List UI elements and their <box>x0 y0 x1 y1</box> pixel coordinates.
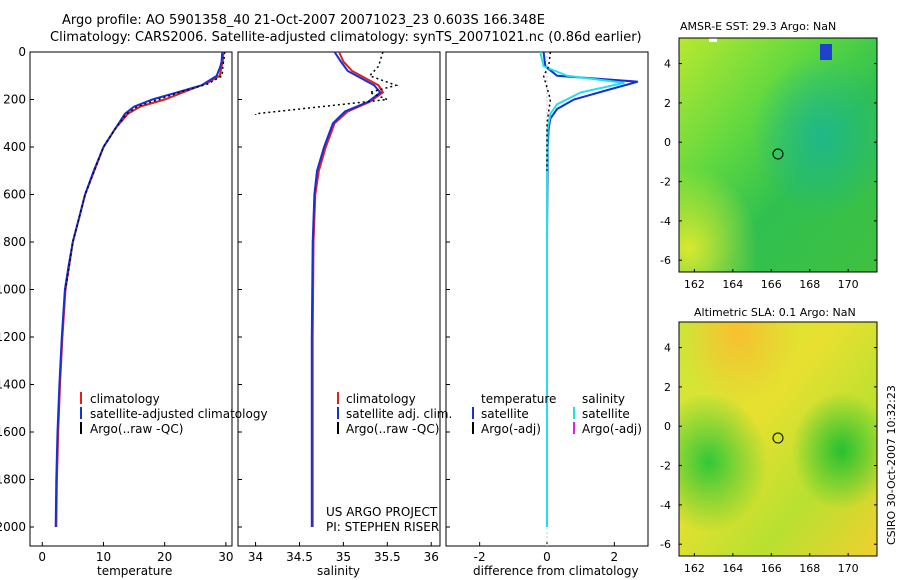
x-tick-label: 20 <box>157 550 172 564</box>
map-y-tick-label: 4 <box>664 342 671 355</box>
x-tick-label: 10 <box>96 550 111 564</box>
map-x-tick-label: 164 <box>722 562 743 575</box>
legend-header-temperature: temperature <box>481 392 556 406</box>
map-y-tick-label: -4 <box>660 499 671 512</box>
sla-map <box>678 321 878 557</box>
legend-label-argo: Argo(..raw -QC) <box>346 422 439 436</box>
y-tick-label: 1400 <box>0 378 26 392</box>
map-y-tick-label: 2 <box>664 97 671 110</box>
legend-label-sat: satellite adj. clim. <box>346 407 452 421</box>
temperature-xlabel: temperature <box>97 564 172 578</box>
x-tick-label: -2 <box>474 550 486 564</box>
salinity-xlabel: salinity <box>317 564 360 578</box>
temperature-legend: climatology satellite-adjusted climatolo… <box>80 392 268 436</box>
map-y-tick-label: -4 <box>660 215 671 228</box>
x-tick-label: 34.5 <box>286 550 313 564</box>
map-y-tick-label: -6 <box>660 254 671 267</box>
sst-map-title: AMSR-E SST: 29.3 Argo: NaN <box>680 20 836 33</box>
y-tick-label: 1800 <box>0 473 26 487</box>
difference-legend: temperature satellite Argo(-adj) salinit… <box>472 392 642 436</box>
legend-label-clim: climatology <box>90 392 160 406</box>
map-x-tick-label: 170 <box>838 278 859 291</box>
map-y-tick-label: -2 <box>660 176 671 189</box>
series-line-satellite-adjusted <box>310 51 382 527</box>
y-tick-label: 400 <box>3 140 26 154</box>
map-x-tick-label: 166 <box>761 562 782 575</box>
series-line-satellite-adjusted <box>54 51 224 528</box>
argo-location-marker <box>772 148 784 160</box>
x-tick-label: 2 <box>611 550 619 564</box>
legend-label-temp-argo: Argo(-adj) <box>481 422 541 436</box>
map-x-tick-label: 168 <box>799 278 820 291</box>
legend-label-sal-argo: Argo(-adj) <box>582 422 642 436</box>
map-y-tick-label: -6 <box>660 538 671 551</box>
y-tick-label: 800 <box>3 235 26 249</box>
map-x-tick-label: 170 <box>838 562 859 575</box>
series-line-climatology <box>311 51 385 527</box>
sst-map <box>678 37 878 273</box>
map-x-tick-label: 164 <box>722 278 743 291</box>
y-tick-label: 0 <box>18 45 26 59</box>
series-line-argo <box>542 51 552 171</box>
y-tick-label: 1200 <box>0 330 26 344</box>
map-y-tick-label: 0 <box>664 136 671 149</box>
x-tick-label: 35 <box>336 550 351 564</box>
map-y-tick-label: 2 <box>664 381 671 394</box>
legend-label-sat: satellite-adjusted climatology <box>90 407 268 421</box>
temperature-axes <box>29 51 233 547</box>
project-name: US ARGO PROJECT <box>326 505 438 519</box>
map-y-tick-label: -2 <box>660 460 671 473</box>
map-x-tick-label: 166 <box>761 278 782 291</box>
legend-label-sal-sat: satellite <box>582 407 630 421</box>
series-line-argo <box>64 51 226 290</box>
argo-location-marker <box>772 432 784 444</box>
salinity-axes <box>237 51 441 547</box>
legend-label-clim: climatology <box>346 392 416 406</box>
x-tick-label: 34 <box>248 550 263 564</box>
x-tick-label: 30 <box>218 550 233 564</box>
sla-map-title: Altimetric SLA: 0.1 Argo: NaN <box>694 306 856 319</box>
map-y-tick-label: 0 <box>664 420 671 433</box>
figure-title-line2: Climatology: CARS2006. Satellite-adjuste… <box>50 30 642 45</box>
series-line-climatology <box>55 51 225 528</box>
y-tick-label: 600 <box>3 188 26 202</box>
series-line-temperature-satellite <box>542 51 639 527</box>
map-x-tick-label: 162 <box>684 562 705 575</box>
y-tick-label: 2000 <box>0 520 26 534</box>
csiro-timestamp: CSIRO 30-Oct-2007 10:32:23 <box>885 385 898 545</box>
map-x-tick-label: 168 <box>799 562 820 575</box>
salinity-legend: climatology satellite adj. clim. Argo(..… <box>337 392 452 436</box>
x-tick-label: 36 <box>424 550 439 564</box>
y-tick-label: 1600 <box>0 425 26 439</box>
x-tick-label: 35.5 <box>374 550 401 564</box>
legend-label-temp-sat: satellite <box>481 407 529 421</box>
y-tick-label: 200 <box>3 93 26 107</box>
legend-header-salinity: salinity <box>582 392 625 406</box>
series-line-salinity-satellite <box>539 51 625 527</box>
legend-label-argo: Argo(..raw -QC) <box>90 422 183 436</box>
map-y-tick-label: 4 <box>664 58 671 71</box>
project-pi: PI: STEPHEN RISER <box>326 520 439 534</box>
x-tick-label: 0 <box>543 550 551 564</box>
y-tick-label: 1000 <box>0 283 26 297</box>
difference-xlabel: difference from climatology <box>473 564 639 578</box>
x-tick-label: 0 <box>38 550 46 564</box>
map-x-tick-label: 162 <box>684 278 705 291</box>
figure-title-line1: Argo profile: AO 5901358_40 21-Oct-2007 … <box>62 13 545 28</box>
sst-blue-patch <box>820 44 832 60</box>
